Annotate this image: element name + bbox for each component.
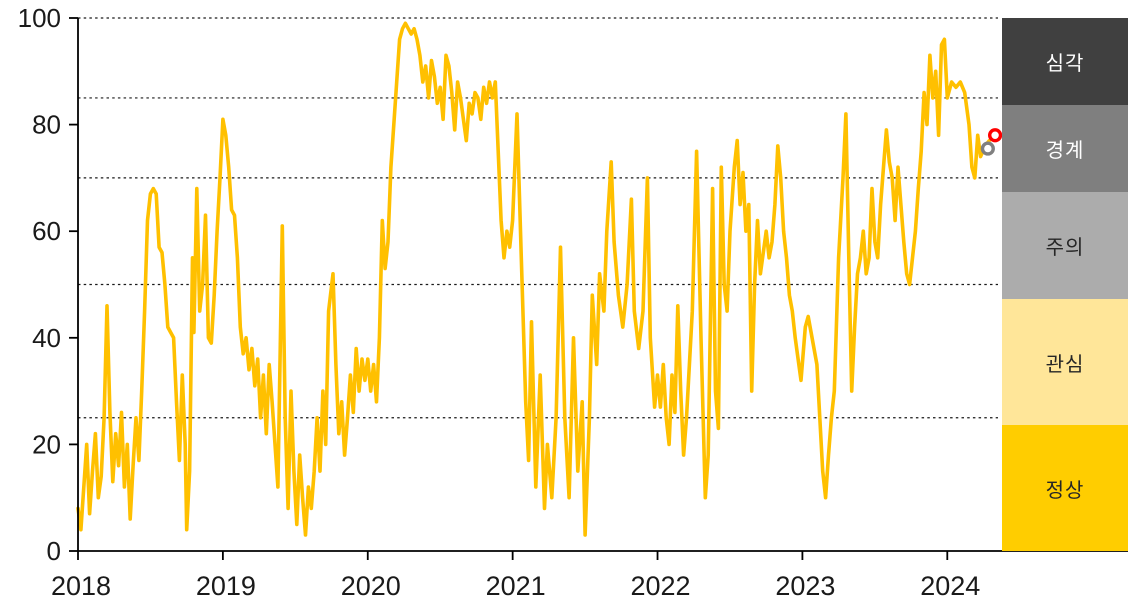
y-tick-label-60: 60 [32,216,61,246]
x-tick-label-2024: 2024 [920,571,980,601]
end-marker-previous [980,141,995,156]
y-tick-label-20: 20 [32,429,61,459]
x-axis-ticks [77,551,949,560]
index-line [76,21,992,537]
risk-band-caution: 주의 [1002,192,1128,299]
y-tick-label-0: 0 [47,536,61,566]
index-line-group [76,21,992,537]
x-tick-label-2022: 2022 [630,571,690,601]
axes [77,18,1128,552]
threshold-gridlines [78,17,998,419]
risk-band-severe: 심각 [1002,18,1128,106]
y-axis-labels: 0 20 40 60 80 100 [18,3,61,566]
x-axis-labels: 2018 2019 2020 2021 2022 2023 2024 [51,571,980,601]
x-tick-label-2018: 2018 [51,571,111,601]
risk-band-normal-label: 정상 [1045,479,1085,502]
end-marker-latest [988,128,1003,143]
risk-band-severe-label: 심각 [1045,53,1085,76]
risk-band-normal: 정상 [1002,425,1128,551]
y-axis-ticks [69,17,78,552]
x-tick-label-2021: 2021 [486,571,546,601]
risk-band-alert-label: 경계 [1045,140,1085,163]
risk-band-alert: 경계 [1002,105,1128,193]
y-tick-label-80: 80 [32,110,61,140]
y-tick-label-40: 40 [32,323,61,353]
risk-band-attention: 관심 [1002,299,1128,425]
risk-band-attention-label: 관심 [1045,353,1085,376]
x-tick-label-2020: 2020 [341,571,401,601]
x-tick-label-2019: 2019 [196,571,256,601]
y-tick-label-100: 100 [18,3,61,33]
risk-band-legend: 심각 경계 주의 관심 정상 [1002,18,1128,551]
risk-band-caution-label: 주의 [1045,237,1085,260]
x-tick-label-2023: 2023 [775,571,835,601]
end-point-markers [980,128,1003,156]
